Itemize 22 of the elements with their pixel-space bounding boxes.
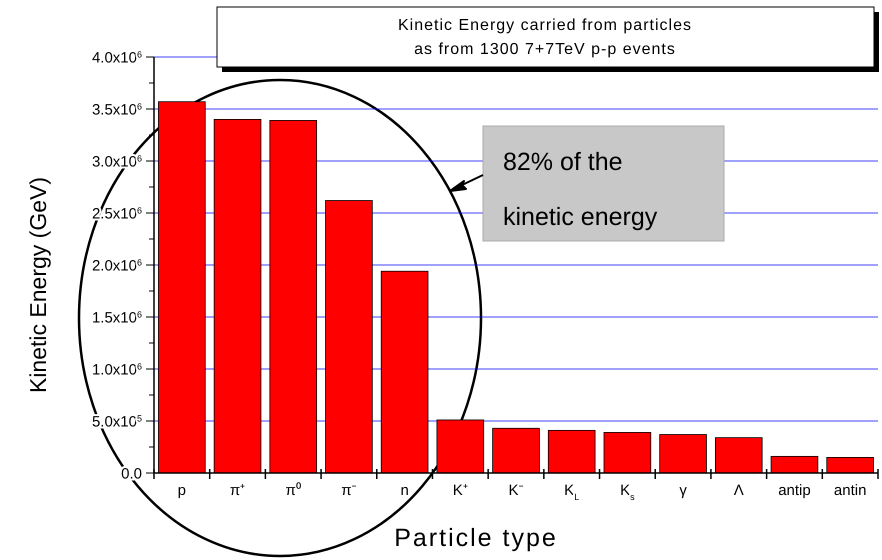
x-tick-label: π⁻: [341, 482, 357, 499]
x-tick-label: p: [178, 482, 186, 499]
y-tick-label: 4.0x10$^{6}$: [92, 49, 142, 66]
y-axis-title: Kinetic Energy (GeV): [25, 176, 51, 394]
x-tick-label: K⁻: [508, 482, 524, 499]
x-tick-label: K⁺: [452, 482, 468, 499]
y-tick-label: 1.5x10$^{6}$: [92, 309, 142, 326]
x-tick-label: n: [400, 482, 409, 499]
chart-title: Kinetic Energy carried from particles as from 1300 7+7TeV p-p events: [398, 17, 692, 58]
x-tick-label: π⁺: [230, 482, 246, 499]
x-axis-title: Particle type: [394, 524, 558, 552]
y-tick-label: 3.5x10$^{6}$: [92, 101, 142, 118]
x-tick-label: γ: [679, 482, 688, 499]
annotation: 82% of the kinetic energy: [503, 148, 658, 231]
x-tick-label: K$_{s}$: [620, 482, 636, 502]
x-tick-label: antip: [778, 482, 811, 499]
x-tick-label: Λ: [734, 482, 744, 499]
x-tick-label: K$_{L}$: [564, 482, 580, 502]
y-tick-label: 2.0x10$^{6}$: [92, 257, 142, 274]
x-tick-label: antin: [834, 482, 866, 499]
x-tick-label: π⁰: [286, 482, 301, 499]
y-tick-label: 1.0x10$^{6}$: [92, 361, 142, 378]
